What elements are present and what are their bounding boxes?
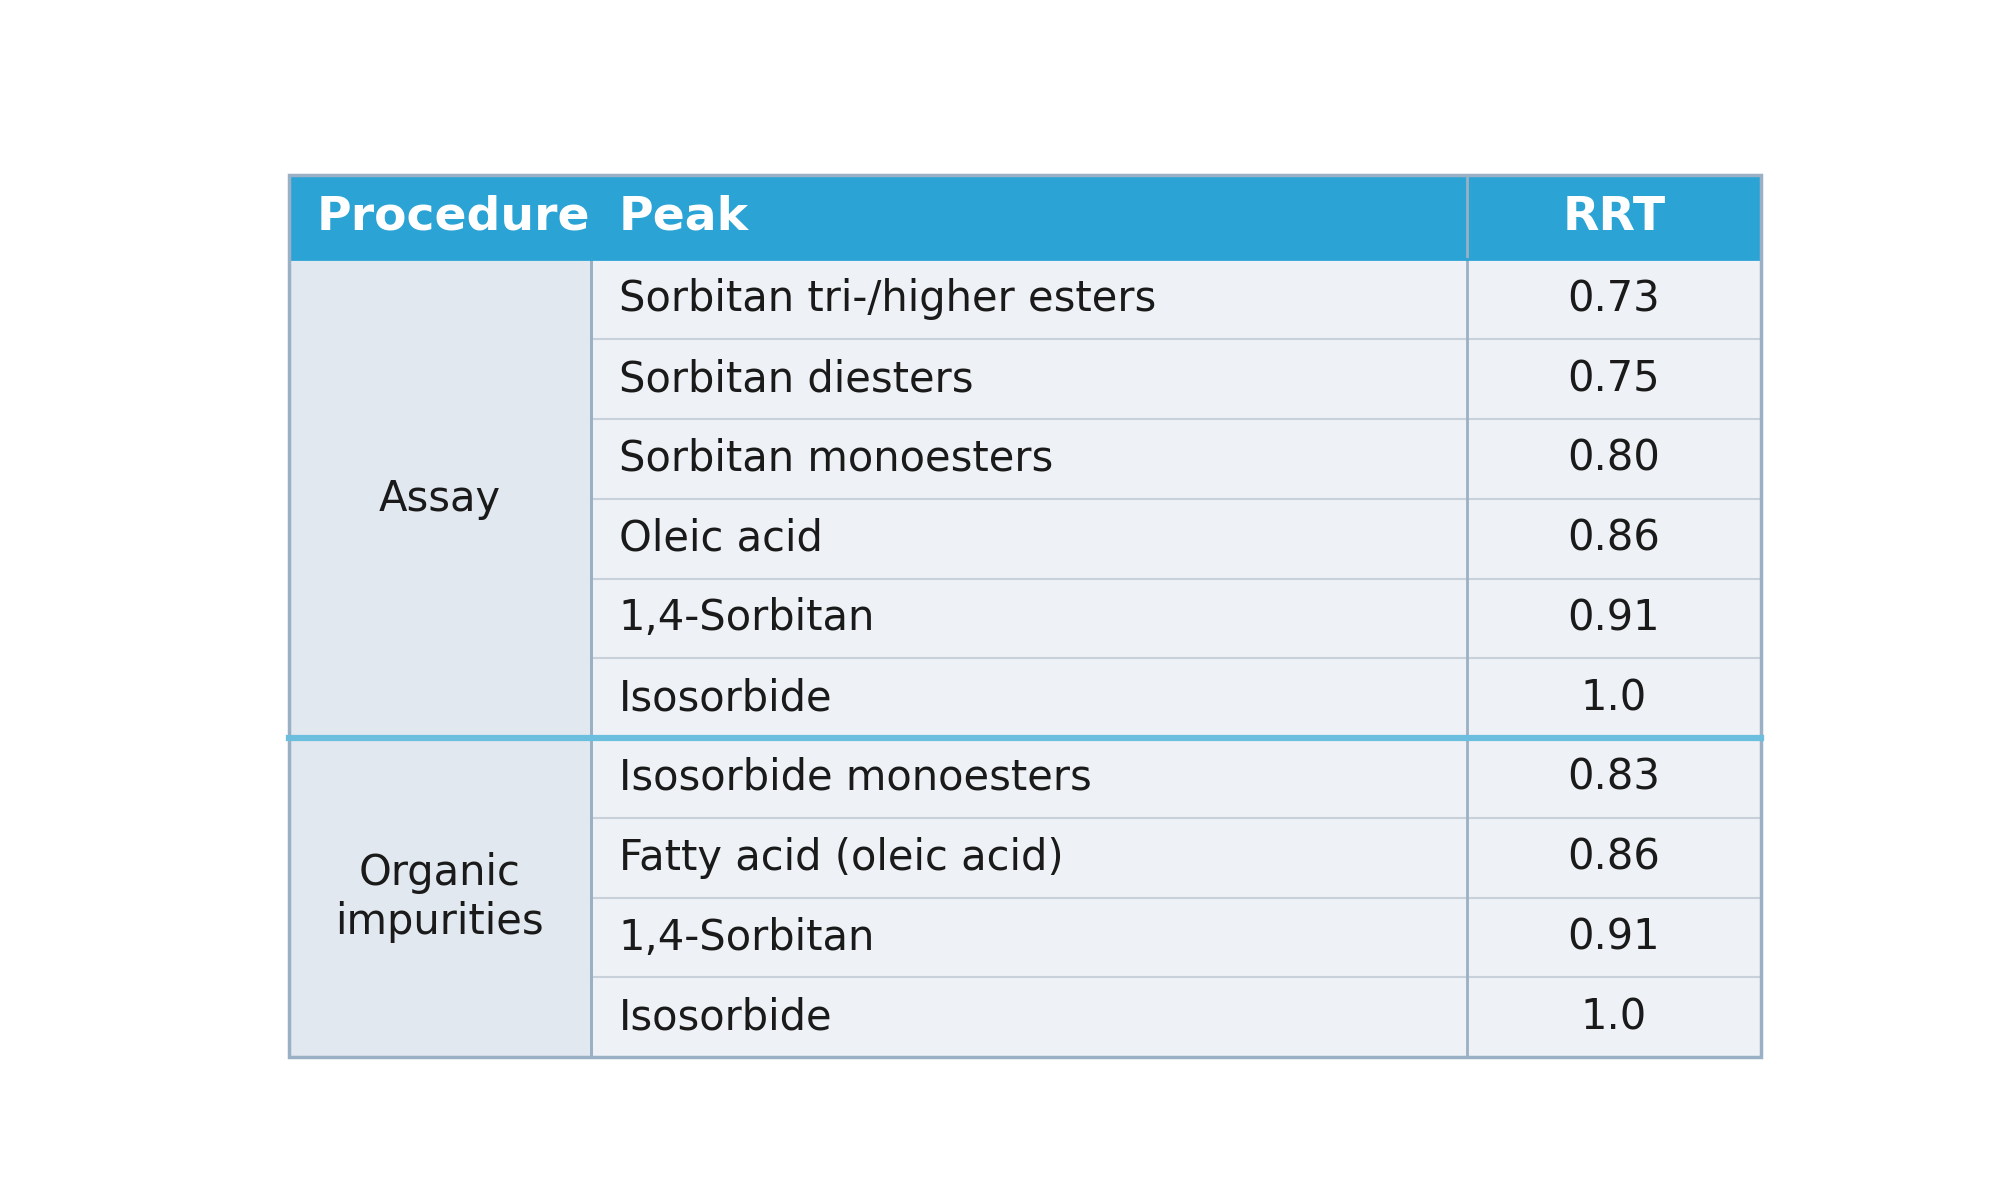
Text: 1,4-Sorbitan: 1,4-Sorbitan <box>618 917 874 959</box>
Bar <box>590 339 1762 419</box>
Bar <box>590 978 1762 1058</box>
Text: Peak: Peak <box>618 194 748 239</box>
Text: 0.91: 0.91 <box>1568 598 1660 640</box>
Bar <box>288 659 590 738</box>
Text: Sorbitan tri-/higher esters: Sorbitan tri-/higher esters <box>618 279 1156 320</box>
Bar <box>288 738 590 818</box>
Text: Organic
impurities: Organic impurities <box>336 853 544 943</box>
Text: Sorbitan monoesters: Sorbitan monoesters <box>618 438 1052 480</box>
Bar <box>288 339 590 419</box>
Text: Sorbitan diesters: Sorbitan diesters <box>618 358 974 400</box>
Bar <box>288 978 590 1058</box>
Text: Isosorbide: Isosorbide <box>618 678 832 719</box>
Text: RRT: RRT <box>1562 194 1666 239</box>
Bar <box>288 818 590 898</box>
Text: 0.91: 0.91 <box>1568 917 1660 959</box>
Bar <box>288 579 590 659</box>
Text: Isosorbide monoesters: Isosorbide monoesters <box>618 757 1092 799</box>
Text: 0.75: 0.75 <box>1568 358 1660 400</box>
Bar <box>590 499 1762 579</box>
Text: 0.80: 0.80 <box>1568 438 1660 480</box>
Bar <box>288 898 590 978</box>
Text: Fatty acid (oleic acid): Fatty acid (oleic acid) <box>618 837 1064 879</box>
Bar <box>288 260 590 339</box>
Text: 0.83: 0.83 <box>1568 757 1660 799</box>
Text: 1,4-Sorbitan: 1,4-Sorbitan <box>618 598 874 640</box>
Text: 0.86: 0.86 <box>1568 518 1660 560</box>
Text: 0.73: 0.73 <box>1568 279 1660 320</box>
Bar <box>590 738 1762 818</box>
Text: Oleic acid: Oleic acid <box>618 518 822 560</box>
Bar <box>590 419 1762 499</box>
Text: Assay: Assay <box>378 478 500 519</box>
Text: 1.0: 1.0 <box>1580 678 1648 719</box>
Bar <box>288 499 590 579</box>
Text: Isosorbide: Isosorbide <box>618 997 832 1039</box>
Bar <box>590 659 1762 738</box>
Bar <box>288 175 1762 260</box>
Text: 0.86: 0.86 <box>1568 837 1660 879</box>
Bar <box>590 260 1762 339</box>
Text: Procedure: Procedure <box>316 194 590 239</box>
Bar <box>590 579 1762 659</box>
Bar <box>288 419 590 499</box>
Bar <box>590 898 1762 978</box>
Bar <box>590 818 1762 898</box>
Text: 1.0: 1.0 <box>1580 997 1648 1039</box>
